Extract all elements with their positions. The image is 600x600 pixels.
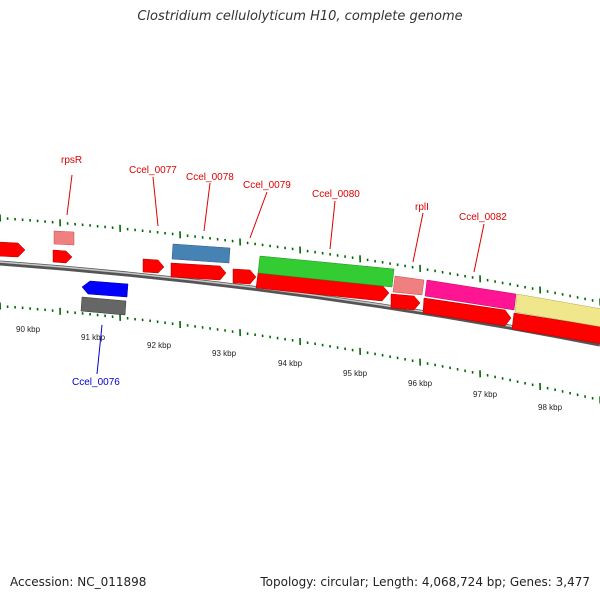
scale-label: 97 kbp: [473, 390, 498, 399]
gene-box-rpsR[interactable]: [53, 230, 75, 246]
connector-ccel-0080: [329, 200, 336, 250]
gene-box-khaki[interactable]: [514, 293, 600, 327]
cds-arrow[interactable]: [390, 293, 421, 311]
gene-box-gray[interactable]: [80, 296, 127, 316]
feature-row: [53, 230, 600, 327]
gene-label-rpsR[interactable]: rpsR: [61, 155, 82, 166]
gene-label-ccel-0079[interactable]: Ccel_0079: [243, 180, 291, 191]
cds-arrow[interactable]: [422, 297, 512, 327]
genome-summary-text: Topology: circular; Length: 4,068,724 bp…: [260, 575, 590, 589]
cds-arrow[interactable]: [52, 249, 73, 264]
scale-label: 92 kbp: [147, 341, 172, 350]
reverse-cds-row: [80, 280, 129, 316]
gene-label-rplI[interactable]: rplI: [415, 202, 429, 213]
gene-arrow-ccel-0076[interactable]: [81, 280, 129, 298]
label-connectors: [66, 174, 485, 375]
cds-arrow[interactable]: [170, 262, 227, 281]
scale-labels: 90 kbp 91 kbp 92 kbp 93 kbp 94 kbp 95 kbp 96 k…: [16, 325, 563, 412]
scale-label: 90 kbp: [16, 325, 41, 334]
cds-arrow[interactable]: [511, 312, 600, 344]
cds-arrow[interactable]: [232, 268, 257, 285]
scale-label: 95 kbp: [343, 369, 368, 378]
gene-label-ccel-0077[interactable]: Ccel_0077: [129, 165, 177, 176]
connector-rpsR: [66, 174, 73, 216]
gene-box-rplI[interactable]: [392, 275, 425, 296]
connector-ccel-0078: [203, 182, 211, 232]
gene-label-ccel-0078[interactable]: Ccel_0078: [186, 172, 234, 183]
connector-rplI: [412, 212, 424, 263]
gene-label-ccel-0076[interactable]: Ccel_0076: [72, 377, 120, 388]
scale-label: 98 kbp: [538, 403, 563, 412]
page-title: Clostridium cellulolyticum H10, complete…: [137, 9, 463, 24]
cds-arrow[interactable]: [142, 258, 165, 274]
gene-box-ccel-0078[interactable]: [171, 243, 231, 264]
outer-tick-ring: [0, 214, 600, 306]
connector-ccel-0079: [249, 191, 268, 239]
scale-label: 96 kbp: [408, 379, 433, 388]
connector-ccel-0077: [152, 176, 159, 227]
gene-label-ccel-0082[interactable]: Ccel_0082: [459, 212, 507, 223]
scale-label: 91 kbp: [81, 333, 106, 342]
gene-box-ccel-0080[interactable]: [257, 255, 395, 288]
scale-label: 94 kbp: [278, 359, 303, 368]
gene-label-ccel-0080[interactable]: Ccel_0080: [312, 189, 360, 200]
gene-box-ccel-0082[interactable]: [424, 279, 517, 311]
scale-label: 93 kbp: [212, 349, 237, 358]
accession-text: Accession: NC_011898: [10, 575, 147, 589]
cds-arrow[interactable]: [0, 241, 26, 258]
connector-ccel-0076: [96, 324, 103, 375]
inner-tick-ring: [0, 302, 600, 404]
connector-ccel-0082: [473, 223, 485, 273]
